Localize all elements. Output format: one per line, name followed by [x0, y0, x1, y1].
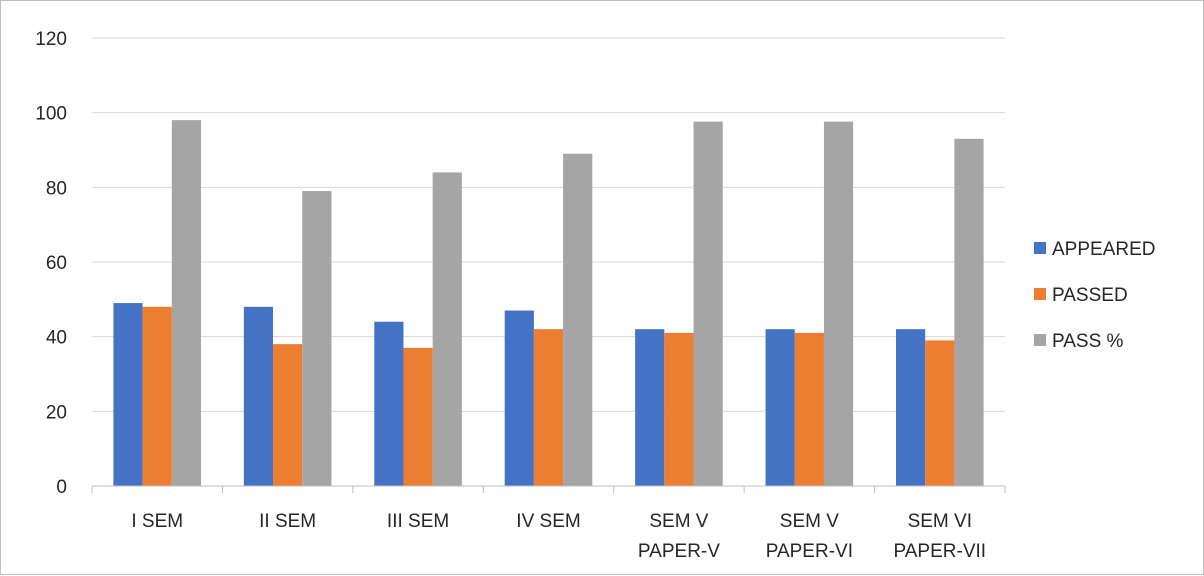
- y-axis-tick-labels: 0 20 40 60 80 100 120: [35, 29, 67, 498]
- y-tick-label: 40: [46, 328, 67, 349]
- x-axis: [91, 485, 1006, 493]
- bar-pass: [693, 121, 723, 487]
- bar-pass: [171, 120, 202, 486]
- x-tick-label-line: I SEM: [131, 511, 183, 532]
- x-tick-label-line: SEM V: [649, 511, 708, 532]
- x-tick-label-line: IV SEM: [516, 511, 580, 532]
- x-tick-label: IV SEM: [516, 511, 580, 532]
- legend-label-passed: PASSED: [1052, 285, 1128, 306]
- x-tick-label: SEM V PAPER-VI: [766, 511, 853, 562]
- bar-passed: [403, 347, 433, 486]
- bar-passed: [664, 332, 694, 486]
- bar-passed: [142, 306, 172, 486]
- x-tick-label: SEM VI PAPER-VII: [894, 511, 987, 562]
- bar-appeared: [504, 310, 534, 486]
- x-axis-tick-labels: I SEM II SEM III SEM IV SEM SEM V PAPER-VSEM …: [131, 511, 986, 562]
- y-tick-label: 80: [46, 178, 67, 199]
- x-tick-label-line: PAPER-V: [638, 541, 720, 562]
- bar-appeared: [895, 329, 926, 486]
- x-tick-label: SEM V PAPER-V: [638, 511, 720, 562]
- bar-appeared: [113, 303, 143, 486]
- y-tick-label: 20: [46, 402, 67, 423]
- x-tick-label: I SEM: [131, 511, 183, 532]
- y-tick-label: 120: [35, 29, 67, 50]
- bar-pass: [302, 191, 332, 487]
- bar-passed: [273, 344, 303, 486]
- x-tick-label: III SEM: [387, 511, 449, 532]
- y-tick-label: 60: [46, 253, 67, 274]
- bar-appeared: [765, 329, 795, 486]
- bar-passed: [925, 340, 955, 486]
- bar-pass: [823, 121, 854, 487]
- x-tick-label-line: PAPER-VI: [766, 541, 853, 562]
- bar-pass: [954, 138, 984, 487]
- bar-passed: [533, 329, 564, 486]
- x-tick-label-line: SEM V: [780, 511, 839, 532]
- bar-pass: [432, 172, 462, 486]
- x-tick-label-line: II SEM: [259, 511, 316, 532]
- legend-label-pass: PASS %: [1052, 331, 1124, 352]
- bar-pass: [563, 153, 593, 486]
- legend-swatch-pass: [1034, 334, 1046, 346]
- legend-swatch-passed: [1034, 288, 1046, 300]
- bar-passed: [794, 332, 824, 486]
- x-tick-label-line: PAPER-VII: [894, 541, 987, 562]
- y-tick-label: 0: [56, 477, 67, 498]
- bar-appeared: [243, 306, 274, 486]
- x-tick-label-line: III SEM: [387, 511, 449, 532]
- bar-appeared: [635, 329, 665, 486]
- x-tick-label-line: SEM VI: [908, 511, 972, 532]
- legend-swatch-appeared: [1034, 242, 1046, 254]
- legend: APPEARED PASSED PASS %: [1034, 239, 1155, 352]
- y-tick-label: 100: [35, 104, 67, 125]
- x-tick-label: II SEM: [259, 511, 316, 532]
- bar-appeared: [374, 321, 404, 486]
- bars: [113, 120, 984, 487]
- legend-label-appeared: APPEARED: [1052, 239, 1155, 260]
